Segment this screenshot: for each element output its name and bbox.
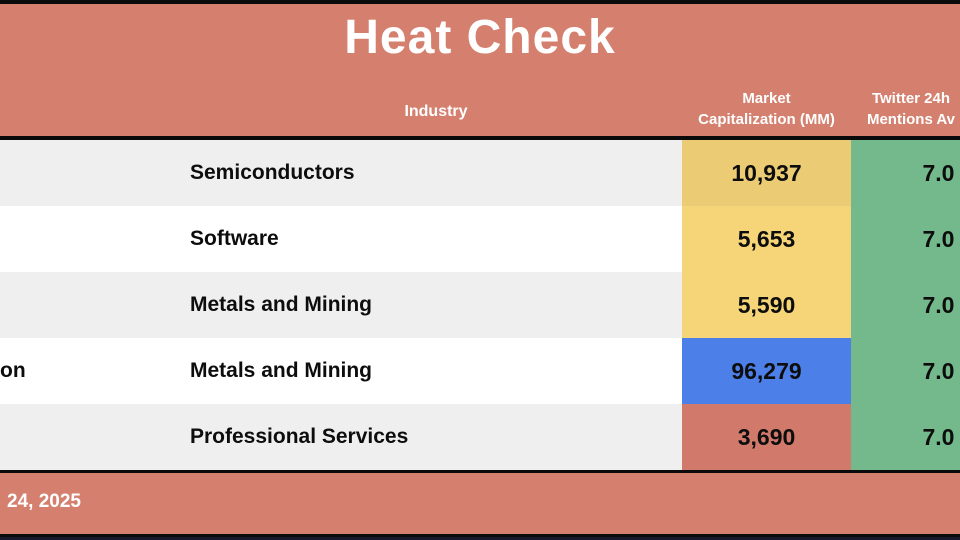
header-banner: Heat Check Industry Market Capitalizatio…: [0, 4, 960, 136]
top-border: [0, 0, 960, 4]
column-header-twitter-line2: Mentions Av: [866, 111, 956, 128]
footer-divider: [0, 470, 960, 473]
industry-cell: Software: [190, 227, 279, 250]
industry-cell: Metals and Mining: [190, 359, 373, 382]
heat-table: Semiconductors 10,937 7.0 Software 5,653…: [0, 140, 960, 470]
table-row: on Metals and Mining 96,279 7.0: [0, 338, 960, 404]
table-row: Metals and Mining 5,590 7.0: [0, 272, 960, 338]
column-header-twitter-mentions: Twitter 24h Mentions Av: [851, 88, 960, 130]
market-cap-cell: 3,690: [682, 404, 851, 470]
bottom-navy-strip: [0, 537, 960, 540]
market-cap-cell: 10,937: [682, 140, 851, 206]
page-title: Heat Check: [344, 11, 616, 64]
header-divider: [0, 136, 960, 140]
industry-cell: Metals and Mining: [190, 293, 373, 316]
twitter-mentions-cell: 7.0: [851, 272, 960, 338]
twitter-mentions-cell: 7.0: [851, 140, 960, 206]
market-cap-cell: 96,279: [682, 338, 851, 404]
column-header-market-cap-line2: Capitalization (MM): [698, 111, 835, 128]
twitter-mentions-cell: 7.0: [851, 338, 960, 404]
market-cap-cell: 5,590: [682, 272, 851, 338]
column-header-industry: Industry: [404, 103, 468, 120]
market-cap-cell: 5,653: [682, 206, 851, 272]
industry-cell: Professional Services: [190, 425, 409, 448]
company-cell-truncated: on: [0, 359, 26, 382]
industry-cell: Semiconductors: [190, 161, 355, 184]
footer-banner: 24, 2025: [0, 473, 960, 534]
twitter-mentions-cell: 7.0: [851, 404, 960, 470]
column-header-market-cap: Market Capitalization (MM): [682, 88, 851, 130]
column-header-market-cap-line1: Market: [742, 90, 791, 107]
table-row: Professional Services 3,690 7.0: [0, 404, 960, 470]
table-row: Software 5,653 7.0: [0, 206, 960, 272]
column-header-twitter-line1: Twitter 24h: [871, 90, 951, 107]
twitter-mentions-cell: 7.0: [851, 206, 960, 272]
footer-date: 24, 2025: [7, 491, 81, 512]
table-row: Semiconductors 10,937 7.0: [0, 140, 960, 206]
